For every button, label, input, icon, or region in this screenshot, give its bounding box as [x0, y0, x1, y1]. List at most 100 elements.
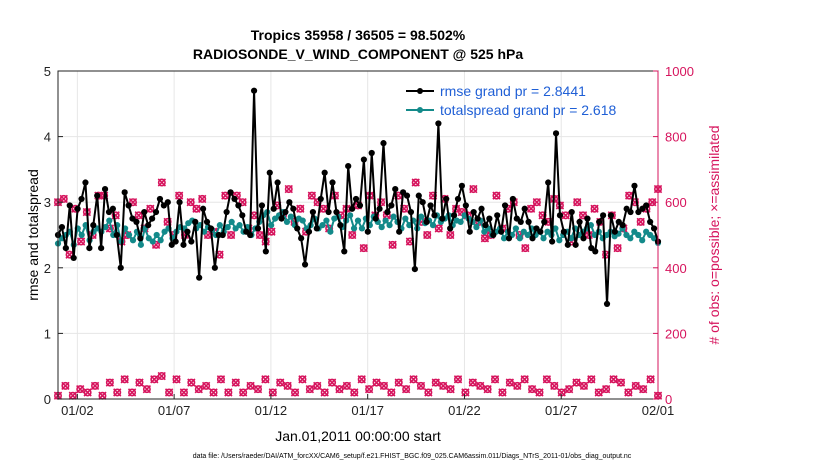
totalspread-point — [512, 225, 519, 232]
rmse-point — [376, 205, 383, 212]
obs-count-lower-point — [424, 388, 433, 397]
rmse-point — [305, 228, 313, 235]
rmse-point — [356, 202, 364, 209]
obs-assimilated-marker — [187, 378, 196, 387]
obs-count-lower-point — [261, 375, 270, 384]
totalspread-point — [216, 222, 223, 229]
obs-assimilated-marker — [298, 375, 307, 384]
obs-count-lower-point — [342, 381, 352, 391]
rmse-point — [333, 208, 340, 216]
obs-assimilated-marker — [424, 388, 433, 397]
obs-count-upper-point — [296, 204, 305, 213]
obs-count-lower-point — [579, 381, 589, 391]
obs-possible-marker — [348, 231, 357, 240]
obs-count-upper-point — [573, 198, 582, 207]
totalspread-point — [378, 224, 385, 231]
obs-assimilated-marker — [590, 204, 599, 213]
rmse-point — [537, 228, 544, 235]
rmse-point — [199, 205, 207, 212]
obs-possible-marker — [163, 217, 172, 226]
rmse-point — [619, 222, 626, 229]
rmse-point — [278, 215, 285, 222]
totalspread-point — [149, 238, 156, 245]
obs-assimilated-marker — [624, 388, 633, 397]
totalspread-point — [106, 217, 113, 224]
rmse-point — [466, 228, 473, 235]
obs-possible-marker — [639, 385, 648, 394]
obs-possible-marker — [532, 198, 541, 207]
obs-assimilated-marker — [305, 384, 315, 394]
legend-rmse-marker — [417, 88, 423, 94]
rmse-point — [86, 245, 93, 252]
rmse-point — [501, 202, 509, 209]
obs-possible-marker — [357, 375, 366, 384]
rmse-point — [580, 235, 587, 242]
rmse-point — [592, 248, 599, 255]
obs-possible-marker — [239, 388, 248, 397]
obs-possible-marker — [192, 204, 201, 213]
rmse-point — [462, 202, 469, 209]
obs-count-lower-point — [409, 375, 418, 384]
obs-count-lower-point — [164, 388, 174, 397]
obs-assimilated-marker — [388, 240, 397, 250]
obs-count-lower-point — [616, 378, 626, 387]
obs-possible-marker — [255, 231, 264, 240]
right-y-tick-label: 400 — [665, 261, 687, 276]
totalspread-point — [386, 222, 393, 229]
obs-assimilated-marker — [564, 384, 574, 394]
obs-count-upper-point — [192, 204, 201, 213]
obs-count-lower-point — [453, 375, 463, 384]
rmse-point — [98, 245, 105, 252]
obs-assimilated-marker — [134, 211, 143, 220]
left-y-axis-ticks: 0 1 2 3 4 5 — [44, 64, 63, 407]
obs-possible-marker — [172, 375, 181, 384]
rmse-point — [211, 264, 218, 271]
totalspread-point — [78, 231, 85, 239]
obs-assimilated-marker — [492, 191, 501, 200]
rmse-point — [650, 225, 658, 232]
left-y-tick-label: 4 — [44, 130, 51, 145]
right-y-tick-label: 200 — [665, 326, 687, 341]
obs-count-upper-point — [446, 230, 455, 240]
rmse-point — [196, 274, 203, 281]
obs-assimilated-marker — [284, 184, 293, 194]
obs-assimilated-marker — [648, 198, 657, 207]
obs-possible-marker — [246, 381, 255, 390]
obs-count-lower-point — [439, 381, 448, 391]
obs-possible-marker — [590, 204, 599, 213]
rmse-point — [282, 208, 289, 216]
obs-possible-marker — [550, 381, 559, 390]
obs-possible-marker — [409, 375, 418, 384]
chart-title-line2: RADIOSONDE_V_WIND_COMPONENT @ 525 hPa — [193, 46, 523, 62]
rmse-point — [419, 199, 426, 206]
obs-count-lower-point — [150, 375, 159, 384]
obs-possible-marker — [387, 388, 396, 397]
obs-assimilated-marker — [550, 381, 559, 391]
rmse-point — [435, 120, 442, 127]
rmse-point — [239, 212, 246, 219]
obs-assimilated-marker — [113, 388, 122, 397]
obs-possible-marker — [209, 388, 218, 397]
obs-assimilated-marker — [127, 388, 137, 397]
rmse-point — [568, 208, 575, 216]
rmse-point — [192, 218, 199, 225]
rmse-point — [372, 215, 379, 222]
obs-assimilated-marker — [490, 375, 500, 384]
obs-assimilated-marker — [174, 191, 184, 200]
obs-assimilated-marker — [224, 388, 233, 397]
obs-count-lower-point — [372, 378, 381, 387]
obs-possible-marker — [572, 378, 581, 387]
obs-possible-marker — [527, 204, 536, 213]
obs-possible-marker — [76, 385, 85, 394]
rmse-point — [352, 195, 360, 203]
rmse-point — [254, 225, 262, 232]
obs-count-upper-point — [134, 211, 143, 220]
obs-assimilated-marker — [359, 243, 368, 253]
obs-count-lower-point — [468, 378, 477, 387]
rmse-point — [380, 140, 387, 147]
rmse-point — [145, 222, 152, 229]
totalspread-point — [516, 235, 523, 242]
obs-possible-marker — [594, 388, 603, 397]
rmse-series — [54, 87, 662, 307]
